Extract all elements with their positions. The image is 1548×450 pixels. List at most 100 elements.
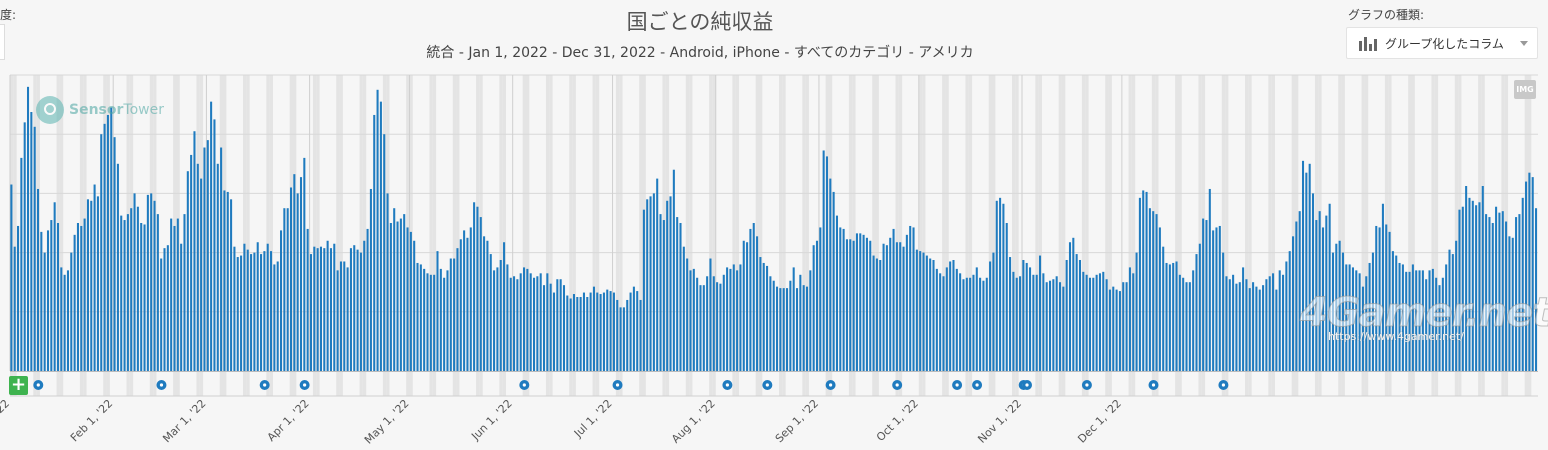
weekend-band [1178,75,1182,396]
weekend-band [549,75,553,396]
bar [479,217,482,371]
bar [1481,186,1484,371]
bar [1195,254,1198,371]
bar [549,283,552,371]
bar [1085,274,1088,371]
bar [746,242,749,371]
bar [1421,270,1424,371]
bar [1168,264,1171,371]
bar [742,240,745,371]
bar [113,137,116,371]
weekend-band [1268,75,1272,396]
bar [1398,262,1401,371]
weekend-band [522,75,526,396]
weekend-band [545,75,550,396]
bar [679,223,682,371]
add-annotation-button[interactable]: + [9,374,28,395]
bar [1285,261,1288,371]
bar [110,107,113,371]
weekend-band [572,75,576,396]
chart-type-select[interactable]: グループ化したコラム [1346,27,1538,59]
bar [1511,237,1514,371]
bar [513,276,516,371]
bar [1415,270,1418,371]
x-tick-label: Aug 1, '22 [669,397,718,446]
weekend-band [712,75,716,396]
bar [1272,273,1275,371]
bar [1132,273,1135,371]
bar [260,254,263,371]
bar [1268,276,1271,371]
bar [1485,214,1488,371]
date-range-control-partial[interactable] [0,24,5,60]
bar [10,184,13,371]
bar [1282,274,1285,371]
event-marker-dot [975,383,979,387]
bar [270,251,273,371]
bar [146,194,149,371]
bar [250,254,253,371]
weekend-band [1131,75,1136,396]
bar [1122,282,1125,371]
bar [1418,270,1421,371]
weekend-band [1085,75,1089,396]
bar [1108,289,1111,371]
weekend-band [639,75,643,396]
bar [1411,264,1414,371]
bar [576,297,579,371]
bar [293,174,296,371]
bar [719,283,722,371]
x-tick-label: Jul 1, '22 [571,397,615,441]
weekend-band [1225,75,1229,396]
bar [503,242,506,371]
img-export-badge[interactable]: IMG [1514,80,1536,99]
x-tick-label: Sep 1, '22 [773,397,821,445]
bar [686,258,689,371]
bar [959,273,962,371]
bar [1405,271,1408,371]
bar [1265,279,1268,371]
bar [862,234,865,371]
bar [519,273,522,371]
bar [1022,260,1025,371]
weekend-band [1175,75,1179,396]
bar [1212,230,1215,371]
weekend-band [875,75,879,396]
bar [1072,237,1075,371]
bar [339,261,342,371]
bar [752,223,755,371]
bar [1338,240,1341,371]
bar [1215,227,1218,371]
bar [483,236,486,371]
bar [729,268,732,371]
bar [170,218,173,371]
bar [1062,286,1065,371]
bar [659,214,662,371]
bar [429,274,432,371]
bar [1042,273,1045,371]
bar [296,193,299,371]
bar [539,273,542,371]
date-range-label-partial: 度: [0,8,17,22]
bar [196,163,199,371]
bar [1311,193,1315,371]
bar [865,237,868,371]
bar [612,292,615,371]
bar [1341,252,1344,371]
bar [842,228,845,371]
bar [190,154,193,371]
bar [1351,267,1354,371]
bar [1218,225,1221,371]
bar [236,257,239,371]
weekend-band [1431,75,1435,396]
4gamer-watermark: 4Gamer.net https://www.4gamer.net/ [1299,290,1548,344]
bar [832,191,835,371]
bar [263,251,266,371]
x-tick-label: Apr 1, '22 [265,397,312,444]
weekend-band [1198,75,1202,396]
bar [130,208,133,371]
bar [326,240,329,371]
bar [496,267,499,371]
weekend-band [755,75,760,396]
